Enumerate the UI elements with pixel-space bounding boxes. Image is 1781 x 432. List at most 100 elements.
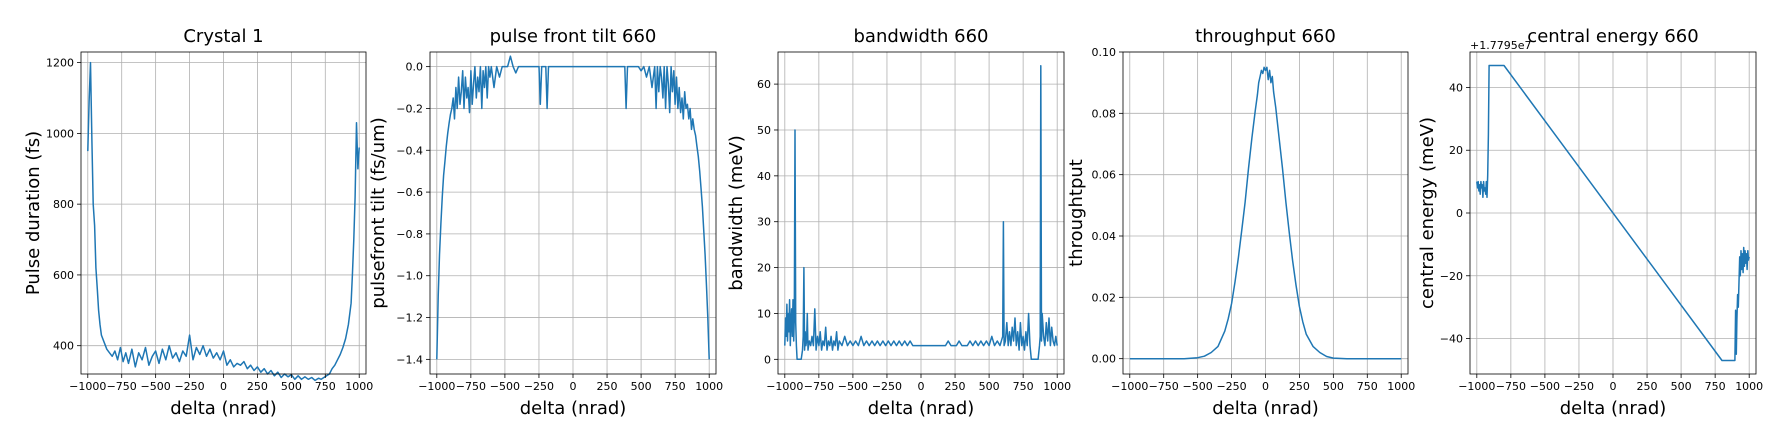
chart-panel-2: −1000 −750 −500 −250 0 250 500 750 1000 −1.4 −1.2 −…	[368, 26, 723, 419]
chart-title: bandwidth 660	[854, 26, 989, 47]
x-tick-label: 250	[597, 380, 618, 393]
chart-panel-3: −1000 −750 −500 −250 0 250 500 750 1000 0 10 20 30 40…	[726, 26, 1071, 419]
series-line	[1129, 66, 1402, 360]
y-axis-label: bandwidth (meV)	[726, 135, 747, 291]
y-tick-label: 0.08	[1092, 107, 1117, 120]
y-axis-label: throughtput	[1066, 159, 1087, 267]
x-tick-label: 0	[570, 380, 577, 393]
series-line	[784, 65, 1058, 361]
y-axis-label: central energy (meV)	[1417, 117, 1438, 309]
x-tick-label: −1000	[1111, 380, 1148, 393]
x-axis-label: delta (nrad)	[520, 398, 627, 419]
x-tick-label: 500	[281, 380, 302, 393]
x-axis-label: delta (nrad)	[868, 398, 975, 419]
x-axis-label: delta (nrad)	[1560, 398, 1667, 419]
y-tick-label: −0.6	[396, 186, 423, 199]
chart-panel-5: −1000 −750 −500 −250 0 250 500 750 1000 −40 −20 0 20…	[1417, 26, 1763, 419]
x-tick-label: −1000	[766, 380, 803, 393]
x-tick-label: −500	[141, 380, 171, 393]
chart-panel-1: −1000 −750 −500 −250 0 250 500 750 1000 400 600 800…	[23, 26, 373, 419]
x-tick-label: 0	[1610, 380, 1617, 393]
x-tick-label: 250	[1289, 380, 1310, 393]
y-tick-label: 30	[757, 216, 771, 229]
x-tick-label: 750	[1705, 380, 1726, 393]
y-tick-label: 0	[764, 353, 771, 366]
y-tick-label: 50	[757, 124, 771, 137]
y-tick-label: −40	[1440, 333, 1463, 346]
x-tick-label: −500	[1183, 380, 1213, 393]
x-tick-label: 500	[1671, 380, 1692, 393]
x-tick-label: 0	[1262, 380, 1269, 393]
x-tick-label: 750	[1357, 380, 1378, 393]
x-tick-label: −250	[872, 380, 902, 393]
x-tick-label: −750	[1149, 380, 1179, 393]
y-tick-label: −0.4	[396, 144, 423, 157]
y-tick-label: 0.04	[1092, 230, 1117, 243]
x-tick-label: 500	[1323, 380, 1344, 393]
x-tick-label: −750	[107, 380, 137, 393]
x-tick-label: −750	[804, 380, 834, 393]
y-tick-label: 20	[757, 262, 771, 275]
x-tick-label: 250	[1637, 380, 1658, 393]
chart-title: pulse front tilt 660	[490, 26, 657, 47]
x-tick-label: 500	[979, 380, 1000, 393]
x-tick-label: −1000	[1458, 380, 1495, 393]
y-axis-label: pulsefront tilt (fs/um)	[368, 117, 389, 308]
y-tick-label: 1200	[46, 57, 74, 70]
y-tick-label: −0.2	[396, 102, 423, 115]
y-tick-label: 0.0	[406, 61, 424, 74]
series-line	[1476, 64, 1750, 362]
x-tick-label: 1000	[1735, 380, 1763, 393]
x-tick-label: 750	[315, 380, 336, 393]
x-tick-label: −250	[524, 380, 554, 393]
y-tick-label: 40	[757, 170, 771, 183]
x-tick-label: 1000	[1387, 380, 1415, 393]
x-tick-label: −750	[456, 380, 486, 393]
chart-title: throughput 660	[1195, 26, 1336, 47]
y-tick-label: 0.02	[1092, 291, 1117, 304]
y-tick-label: 0.00	[1092, 353, 1117, 366]
y-tick-label: 0.06	[1092, 169, 1117, 182]
y-tick-label: 600	[53, 269, 74, 282]
x-tick-label: −250	[1564, 380, 1594, 393]
y-tick-label: 60	[757, 78, 771, 91]
x-tick-label: 1000	[345, 380, 373, 393]
x-tick-label: 0	[220, 380, 227, 393]
x-tick-label: −250	[174, 380, 204, 393]
series-line	[87, 61, 360, 382]
series-line	[436, 55, 710, 360]
x-tick-label: −1000	[418, 380, 455, 393]
y-tick-label: −1.2	[396, 312, 423, 325]
x-tick-label: −500	[838, 380, 868, 393]
y-tick-label: 0	[1456, 207, 1463, 220]
x-tick-label: 250	[945, 380, 966, 393]
x-axis-label: delta (nrad)	[170, 398, 277, 419]
x-tick-label: −500	[490, 380, 520, 393]
x-tick-label: 250	[247, 380, 268, 393]
y-tick-label: 1000	[46, 127, 74, 140]
x-tick-label: −1000	[69, 380, 106, 393]
x-tick-label: 0	[918, 380, 925, 393]
x-tick-label: −500	[1530, 380, 1560, 393]
y-tick-label: −0.8	[396, 228, 423, 241]
y-tick-label: −20	[1440, 270, 1463, 283]
chart-title: Crystal 1	[183, 26, 263, 47]
y-axis-label: Pulse duration (fs)	[23, 131, 44, 295]
x-tick-label: 750	[665, 380, 686, 393]
x-tick-label: 750	[1013, 380, 1034, 393]
x-axis-label: delta (nrad)	[1212, 398, 1319, 419]
x-tick-label: −750	[1496, 380, 1526, 393]
x-tick-label: 1000	[695, 380, 723, 393]
y-tick-label: 400	[53, 340, 74, 353]
y-tick-label: 10	[757, 307, 771, 320]
x-tick-label: 1000	[1043, 380, 1071, 393]
y-tick-label: 20	[1449, 144, 1463, 157]
y-tick-label: 40	[1449, 81, 1463, 94]
chart-panel-4: −1000 −750 −500 −250 0 250 500 750 1000 0.00 0.02 0…	[1066, 26, 1415, 419]
chart-title: central energy 660	[1527, 26, 1698, 47]
y-tick-label: −1.4	[396, 353, 423, 366]
y-tick-label: −1.0	[396, 270, 423, 283]
x-tick-label: −250	[1216, 380, 1246, 393]
y-tick-label: 800	[53, 198, 74, 211]
